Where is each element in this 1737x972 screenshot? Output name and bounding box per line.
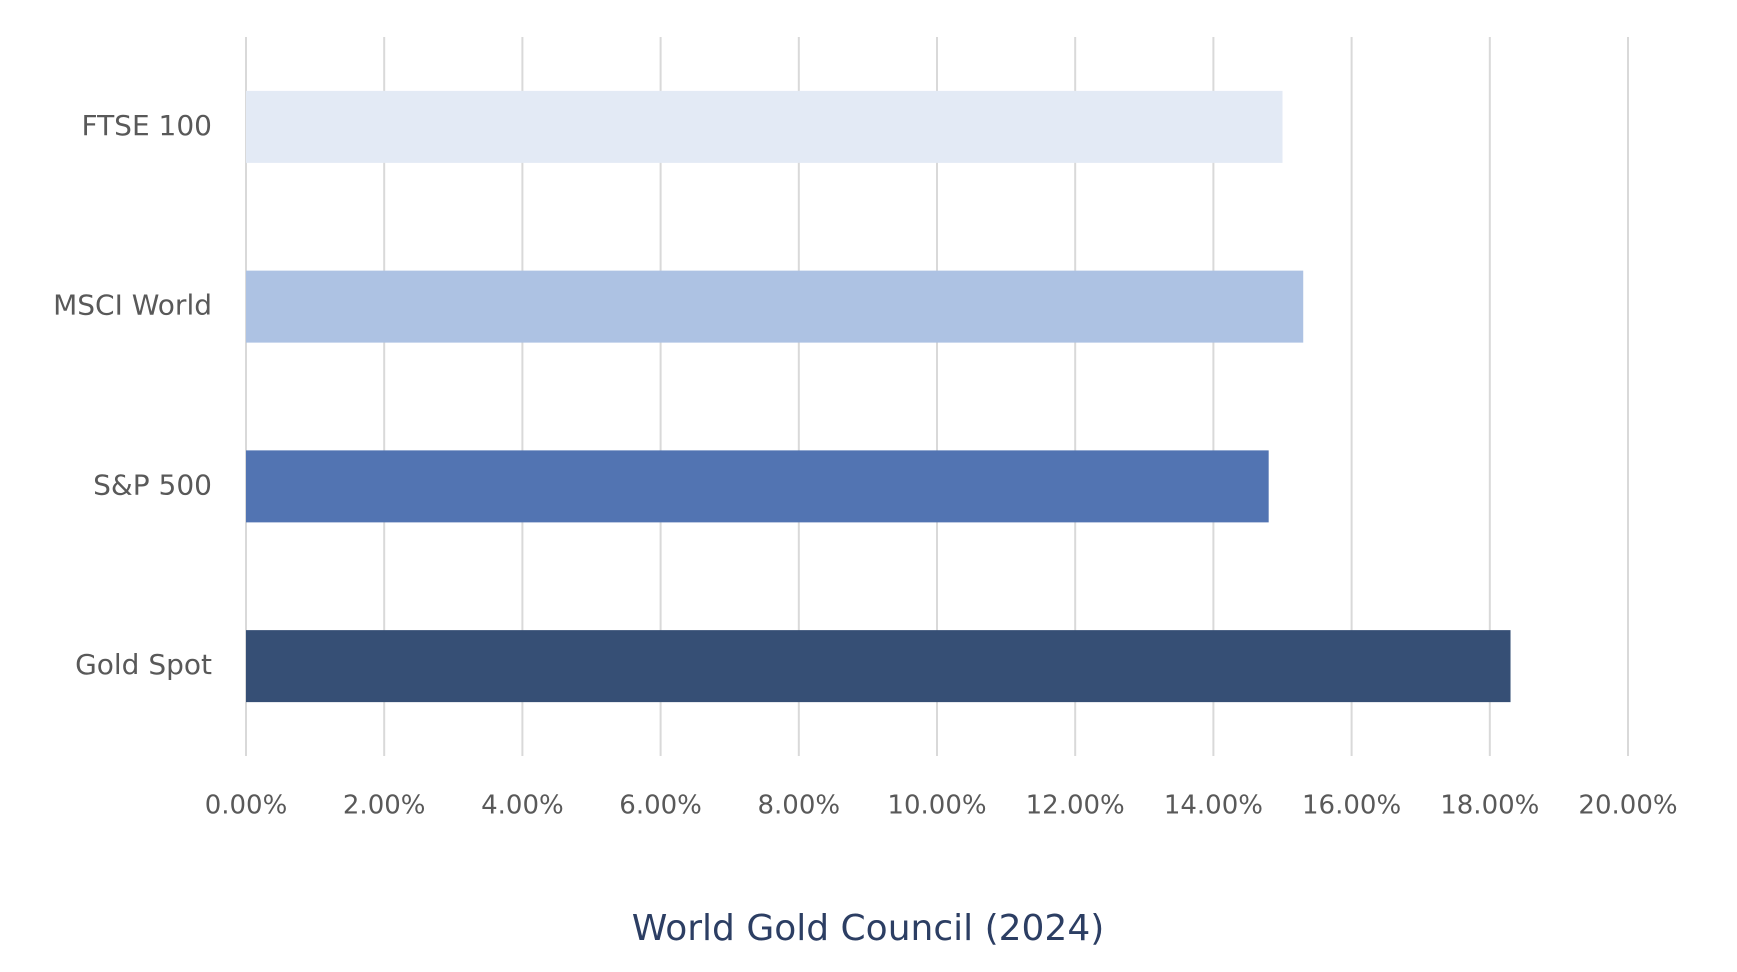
bar [246,270,1304,343]
x-tick-label: 20.00% [1578,791,1677,821]
caption: World Gold Council (2024) [632,908,1105,949]
y-tick-label: FTSE 100 [81,109,212,142]
x-tick-label: 4.00% [481,791,564,821]
bar [246,90,1283,163]
y-tick-label: Gold Spot [75,648,212,681]
bar [246,450,1269,523]
x-tick-label: 10.00% [887,791,986,821]
y-tick-label: MSCI World [53,289,212,322]
x-tick-label: 2.00% [343,791,426,821]
x-tick-label: 12.00% [1026,791,1125,821]
y-tick-label: S&P 500 [93,468,212,501]
bar [246,630,1511,703]
x-tick-label: 14.00% [1164,791,1263,821]
x-tick-label: 16.00% [1302,791,1401,821]
x-tick-label: 18.00% [1440,791,1539,821]
x-tick-label: 0.00% [205,791,288,821]
x-tick-label: 8.00% [757,791,840,821]
x-tick-label: 6.00% [619,791,702,821]
